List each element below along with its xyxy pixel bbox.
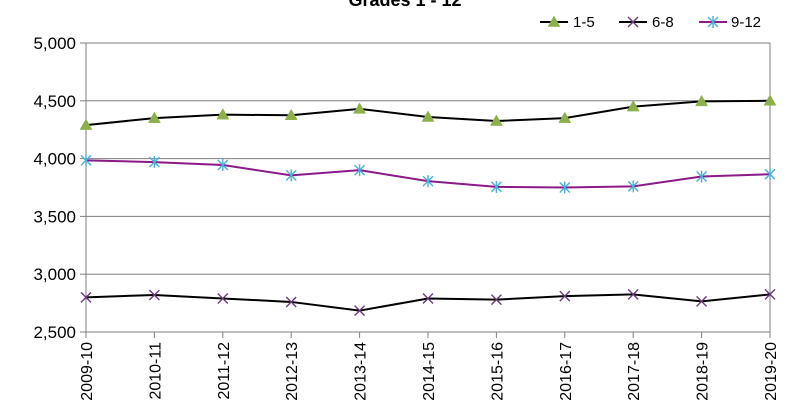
data-point [626, 100, 640, 112]
y-axis: 2,500 3,000 3,500 4,000 4,500 5,000 [33, 34, 86, 342]
data-point [147, 111, 161, 123]
data-point [558, 111, 572, 123]
legend-label: 9-12 [731, 14, 761, 31]
legend-marker [707, 16, 719, 28]
x-tick-label: 2011-12 [216, 342, 233, 400]
data-point [216, 108, 230, 120]
data-point [148, 156, 160, 169]
data-point [559, 181, 571, 194]
x-tick-label: 2010-11 [147, 342, 164, 400]
data-point [80, 291, 92, 303]
data-point [353, 102, 367, 114]
legend-marker [627, 16, 639, 28]
data-point [559, 290, 571, 302]
series-9-12 [80, 154, 776, 194]
x-tick-label: 2012-13 [284, 342, 301, 401]
legend-label: 6-8 [652, 14, 674, 31]
data-point [421, 110, 435, 122]
x-tick-label: 2015-16 [489, 342, 506, 401]
data-point [489, 114, 503, 126]
legend-marker [547, 15, 561, 27]
y-tick-label: 2,500 [33, 323, 76, 342]
x-tick-label: 2019-20 [763, 342, 780, 401]
y-tick-label: 3,000 [33, 265, 76, 284]
y-tick-label: 5,000 [33, 34, 76, 53]
data-point [490, 180, 502, 193]
y-tick-label: 3,500 [33, 207, 76, 226]
data-point [490, 294, 502, 306]
y-tick-label: 4,500 [33, 92, 76, 111]
series-1-5 [79, 94, 777, 130]
x-tick-label: 2014-15 [421, 342, 438, 401]
legend-label: 1-5 [573, 14, 595, 31]
data-point [695, 94, 709, 107]
data-point [696, 295, 708, 307]
data-point [763, 94, 777, 106]
data-point [764, 288, 776, 300]
x-tick-label: 2016-17 [558, 342, 575, 401]
data-point [285, 169, 297, 182]
data-point [422, 292, 434, 304]
y-tick-label: 4,000 [33, 150, 76, 169]
plot-area-frame [85, 42, 771, 333]
series-line [85, 293, 771, 312]
data-point [764, 168, 776, 181]
x-tick-label: 2013-14 [353, 342, 370, 401]
x-tick-label: 2017-18 [626, 342, 643, 401]
data-point [217, 158, 229, 171]
data-point [627, 288, 639, 300]
x-tick-label: 2018-19 [695, 342, 712, 401]
data-point [79, 118, 93, 130]
series-group [79, 94, 777, 317]
x-axis: 2009-10 2010-11 2011-12 2012-13 2013-14 2014-… [79, 332, 780, 401]
legend-item-6-8: 6-8 [619, 14, 674, 31]
gridlines [86, 42, 770, 333]
data-point [696, 170, 708, 183]
legend-item-9-12: 9-12 [699, 14, 761, 31]
data-point [80, 154, 92, 167]
data-point [217, 292, 229, 304]
data-point [284, 108, 298, 120]
data-point [354, 305, 366, 317]
data-point [627, 180, 639, 193]
chart-title: Grades 1 - 12 [348, 0, 461, 10]
data-point [354, 164, 366, 177]
data-point [422, 175, 434, 188]
legend: 1-5 6-8 9-12 [540, 14, 761, 31]
x-tick-label: 2009-10 [79, 342, 96, 401]
legend-item-1-5: 1-5 [540, 14, 595, 31]
data-point [285, 296, 297, 308]
series-6-8 [80, 288, 776, 317]
data-point [148, 289, 160, 301]
